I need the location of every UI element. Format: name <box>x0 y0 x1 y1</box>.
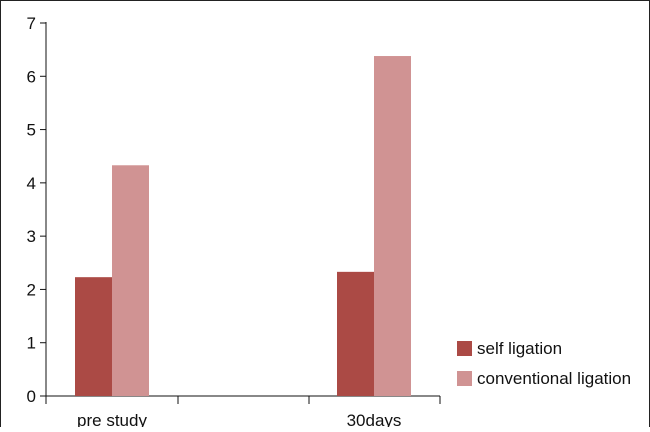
bar-self-ligation-0 <box>75 277 112 396</box>
legend-label: self ligation <box>477 339 562 358</box>
axes-layer: 0 1 2 3 4 5 6 7 pre study 30days <box>27 14 441 430</box>
legend-swatch <box>457 341 472 356</box>
legend-label: conventional ligation <box>477 369 631 388</box>
y-tick-label: 4 <box>27 174 36 193</box>
bar-conventional-ligation-0 <box>112 165 149 396</box>
y-tick-label: 0 <box>27 387 36 406</box>
y-tick-label: 1 <box>27 334 36 353</box>
bars-layer <box>75 56 411 397</box>
bar-self-ligation-1 <box>337 271 374 396</box>
bar-conventional-ligation-1 <box>374 56 411 397</box>
y-tick-label: 3 <box>27 227 36 246</box>
y-tick-label: 5 <box>27 121 36 140</box>
y-tick-label: 6 <box>27 67 36 86</box>
y-tick-label: 7 <box>27 14 36 33</box>
legend-swatch <box>457 371 472 386</box>
legend: self ligation conventional ligation <box>457 339 631 388</box>
y-tick-label: 2 <box>27 280 36 299</box>
x-category-label: pre study <box>77 411 147 427</box>
x-category-label: 30days <box>347 411 402 427</box>
